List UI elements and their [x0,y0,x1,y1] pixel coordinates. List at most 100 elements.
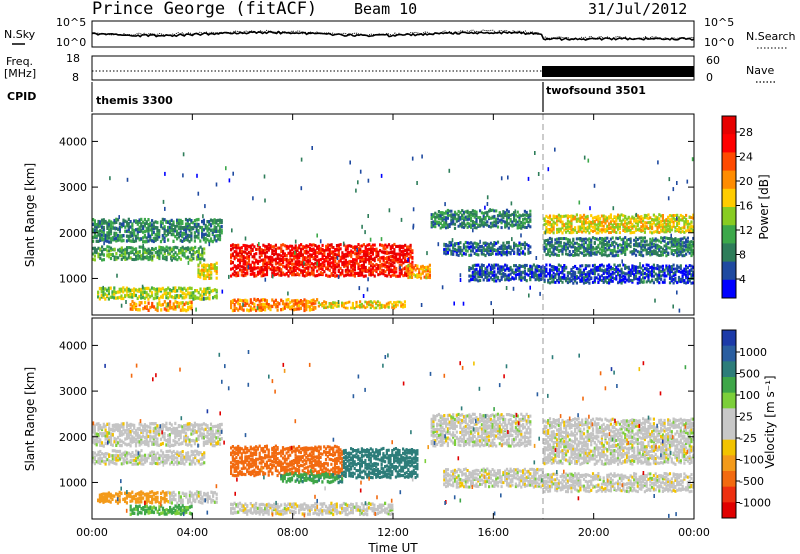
power-cell [296,246,299,250]
power-cell [237,271,240,275]
power-cell [93,219,96,223]
power-cell [170,229,173,233]
power-cell [97,224,100,229]
power-cell [634,268,638,272]
power-cell [350,252,353,256]
power-cell [425,269,428,273]
power-cell [470,241,473,245]
power-cell [330,302,333,305]
power-scatter-cell [437,242,440,247]
velocity-cell [193,430,196,434]
power-cell [111,292,114,296]
power-cell [344,268,347,272]
power-cell [582,268,586,272]
power-cell [608,246,611,250]
power-cell [548,241,552,245]
power-cell [557,272,560,276]
power-cell [591,225,595,229]
power-scatter-cell [520,233,522,238]
power-cell [188,286,191,290]
power-cell [98,286,101,291]
power-cell [186,227,189,231]
power-cell [663,236,666,240]
power-cell [511,268,514,272]
power-cell [518,275,521,279]
power-cell [599,275,602,279]
power-cell [267,257,270,261]
velocity-cell [193,439,196,443]
power-cell [106,221,109,225]
power-cell [453,226,457,230]
power-cell [209,223,213,227]
power-cell [145,220,148,224]
power-cell [471,270,474,274]
power-cell [647,270,650,274]
power-cell [256,261,260,265]
power-cell [195,224,198,228]
power-cell [188,305,191,309]
power-cell [325,259,328,263]
power-cell [317,301,320,305]
velocity-cell [131,429,134,433]
power-cell [686,249,689,253]
power-cell [190,293,193,297]
power-cell [568,277,571,281]
noise-search-trace [91,29,695,41]
power-cell [667,224,670,228]
power-colorbar-swatch [722,225,736,244]
power-cell [269,307,272,312]
power-cell [668,214,672,217]
power-cell [197,251,200,255]
power-cell [677,229,681,233]
power-cell [597,243,600,247]
power-cell [658,270,661,274]
power-colorbar-swatch [722,152,736,172]
power-cell [296,303,299,308]
power-cell [316,251,319,255]
power-cell [686,272,689,276]
power-cell [335,253,339,257]
power-cell [452,213,455,217]
power-cell [577,267,580,271]
power-cell [651,231,654,235]
power-cell [568,215,571,218]
power-cell [670,248,673,252]
power-cell [124,288,127,292]
power-cell [547,241,550,245]
power-cell [471,274,474,278]
power-cell [496,252,500,256]
power-cell [342,305,345,309]
power-cell [505,220,509,224]
power-cell [565,222,568,226]
power-cell [556,215,559,219]
power-cell [208,269,211,273]
power-cell [461,213,464,217]
power-cell [446,251,449,255]
power-cell [471,221,474,225]
velocity-cell [117,441,120,445]
power-cell [539,273,543,277]
power-cell [624,243,627,247]
power-cell [145,249,148,253]
power-cell [631,222,634,226]
power-cell [404,266,407,270]
power-cell [274,247,277,251]
power-cell [326,252,330,256]
power-cell [570,222,573,226]
power-cell [273,245,276,249]
velocity-cell [99,423,102,428]
power-cell [317,261,321,265]
power-cell [577,217,580,221]
power-cell [665,222,668,226]
power-cell [393,250,396,254]
power-cell [638,242,641,246]
power-cell [355,305,358,309]
power-cell [668,230,672,234]
power-cell [466,211,469,215]
power-cell [170,258,173,262]
velocity-cell [125,428,129,432]
power-cell [208,227,211,231]
power-cell [373,259,376,263]
power-cell [676,222,679,225]
